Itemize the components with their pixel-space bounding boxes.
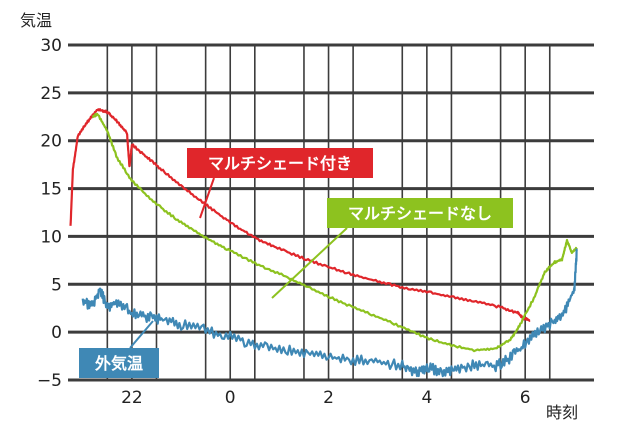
y-tick-label: −5 <box>37 371 62 391</box>
series-label: マルチシェードなし <box>348 204 492 223</box>
series-label-leader <box>271 227 348 299</box>
tick-labels: 30 25 20 15 10 5 0 −5 22 0 2 4 6 <box>37 36 531 408</box>
series-label-box <box>79 348 159 378</box>
series-label-leader <box>129 320 154 349</box>
y-tick-label: 5 <box>51 275 62 295</box>
series-label-leader <box>199 177 215 219</box>
series-label-box <box>327 198 513 228</box>
series-line <box>81 248 578 378</box>
series-label: マルチシェード付き <box>208 154 352 173</box>
x-tick-label: 2 <box>323 388 334 408</box>
series-lines <box>69 108 578 378</box>
y-axis-title: 気温 <box>20 11 52 30</box>
y-tick-label: 15 <box>40 180 62 200</box>
y-tick-label: 10 <box>40 227 62 247</box>
x-tick-label: 6 <box>520 388 531 408</box>
x-axis-title: 時刻 <box>546 403 578 422</box>
x-tick-label: 4 <box>421 388 432 408</box>
y-tick-label: 25 <box>40 84 62 104</box>
y-tick-label: 20 <box>40 132 62 152</box>
x-tick-label: 22 <box>121 388 143 408</box>
series-label-box <box>187 148 373 178</box>
series-label: 外気温 <box>94 354 143 373</box>
y-tick-label: 30 <box>40 36 62 56</box>
series-line <box>91 112 578 353</box>
series-line <box>69 108 531 322</box>
y-tick-label: 0 <box>51 323 62 343</box>
x-tick-label: 0 <box>225 388 236 408</box>
